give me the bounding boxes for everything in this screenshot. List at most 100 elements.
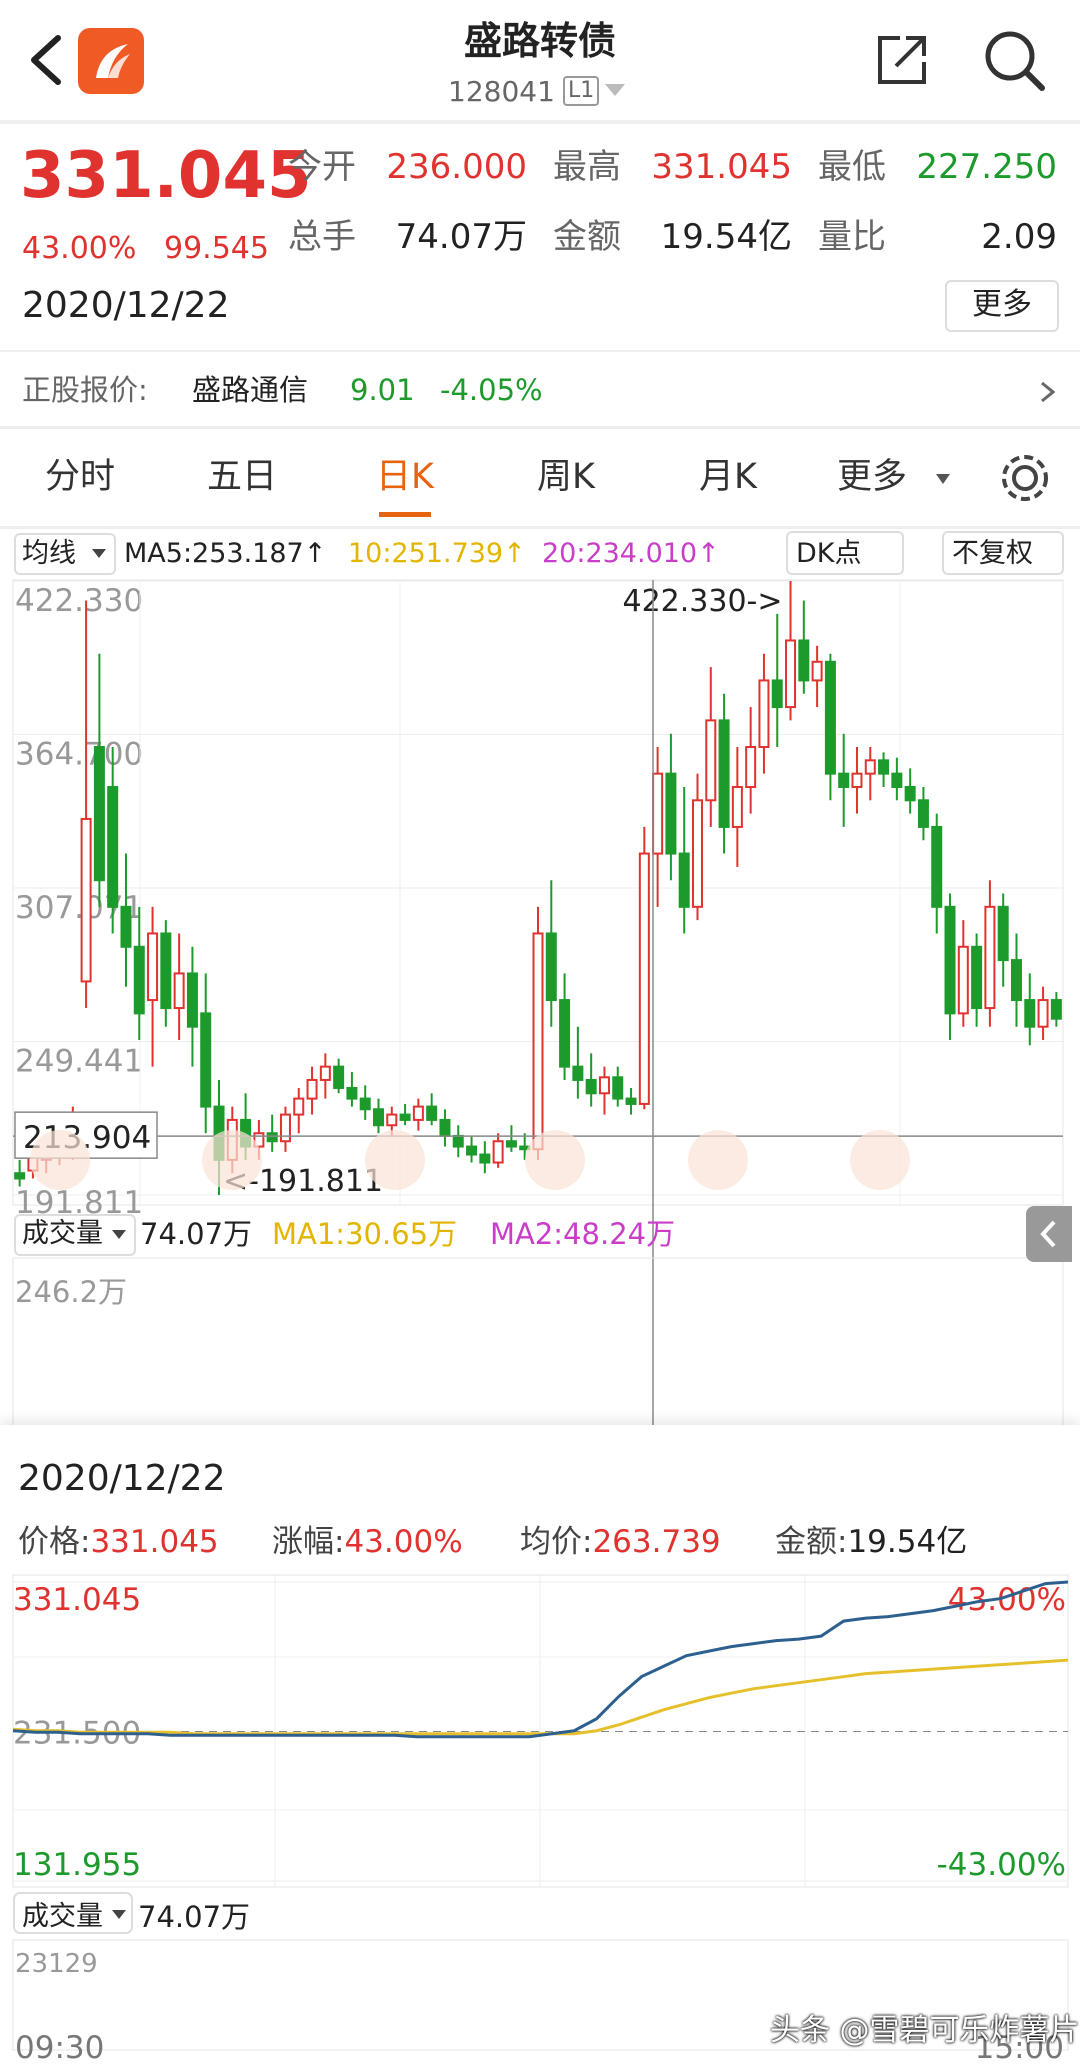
period-tab[interactable]: 更多: [836, 457, 907, 497]
candle-body: [346, 1086, 358, 1100]
candle-body: [200, 1012, 212, 1108]
candle-body: [386, 1113, 398, 1127]
candle-body: [559, 999, 571, 1068]
field-label: 最低: [818, 147, 886, 187]
info-label: 涨幅:: [272, 1524, 344, 1560]
candle-body: [412, 1105, 424, 1121]
candle-body: [492, 1140, 504, 1164]
volume-frame: [12, 1257, 1064, 1430]
stock-price: 9.01: [350, 373, 415, 407]
candle-body: [585, 1078, 597, 1095]
period-tab[interactable]: 五日: [206, 457, 277, 497]
field-value: 2.09: [981, 217, 1057, 257]
candle-body: [824, 660, 836, 775]
y-tick-label: 249.441: [15, 1043, 143, 1079]
volume-total: 74.07万: [138, 1900, 250, 1934]
change-amount: 99.545: [164, 231, 269, 266]
field-value: 19.54亿: [660, 217, 792, 257]
adjust-button[interactable]: [942, 531, 1064, 575]
period-tab[interactable]: 周K: [537, 457, 595, 497]
last-price: 331.045: [20, 139, 312, 213]
dk-button-label[interactable]: DK点: [796, 538, 862, 569]
volume-ma2: MA2:48.24万: [490, 1217, 676, 1251]
search-button[interactable]: [982, 28, 1048, 94]
field-label: 今开: [288, 147, 356, 187]
volume-max-label: 23129: [15, 1949, 98, 1979]
candle-body: [426, 1105, 438, 1121]
dropdown-arrow[interactable]: [605, 84, 625, 98]
candle-body: [572, 1065, 584, 1081]
candle-body: [997, 905, 1009, 962]
intraday-line: [12, 1580, 1069, 1739]
chart-control[interactable]: [688, 1130, 748, 1190]
candle-body: [293, 1097, 305, 1116]
chart-control[interactable]: [202, 1130, 262, 1190]
volume-selector-label: 成交量: [22, 1901, 103, 1932]
field-label: 总手: [288, 217, 356, 257]
field-label: 金额: [553, 217, 621, 257]
candle-body: [14, 1172, 26, 1180]
detail-date: 2020/12/22: [18, 1458, 226, 1499]
volume-max-label: 246.2万: [15, 1275, 127, 1309]
side-panel-tab[interactable]: [1026, 1206, 1072, 1262]
chart-control[interactable]: [365, 1130, 425, 1190]
candle-body: [971, 945, 983, 1010]
candle-body: [466, 1145, 478, 1156]
candle-body: [625, 1097, 637, 1105]
candle-body: [160, 932, 172, 1010]
candle-body: [186, 972, 198, 1028]
candle-body: [851, 772, 863, 788]
period-tab[interactable]: 分时: [44, 457, 115, 497]
candle-body: [253, 1132, 265, 1148]
bond-code: 128041: [448, 75, 555, 108]
chart-control[interactable]: [525, 1130, 585, 1190]
candle-body: [745, 746, 757, 788]
share-button[interactable]: [872, 30, 932, 90]
period-tab[interactable]: 月K: [699, 457, 757, 497]
candle-body: [266, 1132, 278, 1143]
candle-body: [691, 799, 703, 908]
stock-label: 正股报价:: [22, 373, 148, 407]
candle-body: [120, 905, 132, 948]
candle-body: [133, 945, 145, 1015]
candle-body: [173, 972, 185, 1010]
candle-body: [984, 905, 996, 1010]
period-tab[interactable]: 日K: [376, 457, 434, 497]
more-button-label[interactable]: 更多: [972, 287, 1032, 322]
ma-selector-label[interactable]: 均线: [22, 538, 76, 569]
chart-control[interactable]: [850, 1130, 910, 1190]
candle-body: [931, 825, 943, 908]
dropdown-arrow: [112, 1910, 126, 1919]
info-label: 均价:: [520, 1524, 592, 1560]
settings-button[interactable]: [995, 448, 1055, 508]
stock-name[interactable]: 盛路通信: [192, 373, 309, 407]
candle-body: [944, 905, 956, 1015]
adjust-button-label[interactable]: 不复权: [952, 538, 1033, 569]
candle-body: [279, 1113, 291, 1143]
back-button[interactable]: [20, 30, 70, 90]
volume-frame: [12, 1939, 1069, 2051]
chart-control[interactable]: [30, 1130, 90, 1190]
level-badge[interactable]: L1: [563, 76, 600, 106]
candle-body: [838, 772, 850, 788]
chevron-right[interactable]: [1038, 380, 1058, 404]
volume-selector-box: [13, 1892, 133, 1934]
candle-body: [678, 852, 690, 908]
max-annotation: 422.330->: [623, 584, 783, 619]
candle-body: [612, 1076, 624, 1100]
more-button[interactable]: [945, 280, 1059, 332]
candle-body: [1024, 999, 1036, 1028]
field-label: 最高: [553, 147, 621, 187]
candle-body: [306, 1078, 318, 1100]
candle-body: [878, 759, 890, 775]
info-value: 19.54亿: [847, 1524, 967, 1560]
app-logo: [78, 28, 144, 94]
dk-button[interactable]: [786, 531, 904, 575]
detail-info: 价格:331.045: [18, 1524, 219, 1560]
quote-date: 2020/12/22: [22, 285, 230, 326]
detail-info: 金额:19.54亿: [775, 1524, 967, 1560]
candle-body: [917, 799, 929, 828]
volume-selector-label[interactable]: 成交量: [22, 1218, 103, 1249]
y-tick-label: 422.330: [15, 583, 143, 619]
divider: [0, 350, 1080, 352]
